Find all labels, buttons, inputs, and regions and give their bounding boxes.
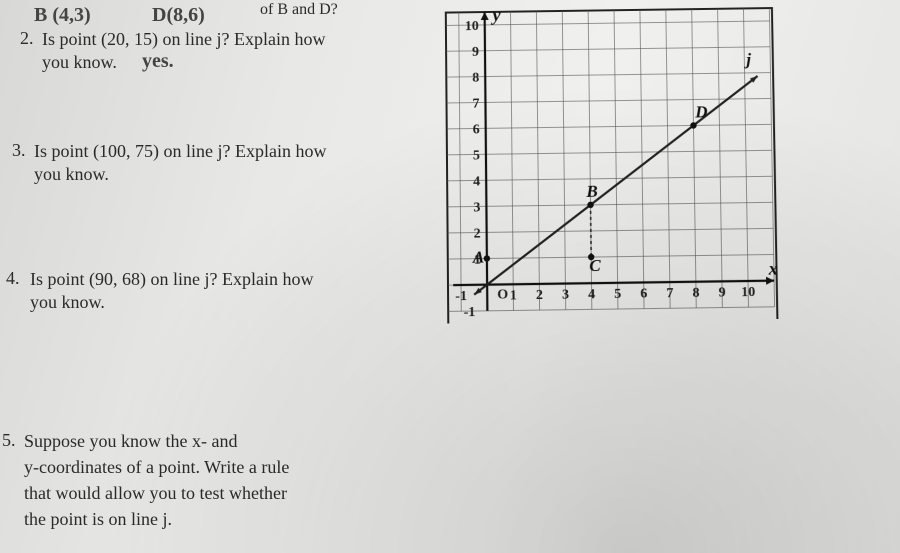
- svg-text:-1: -1: [464, 305, 476, 320]
- svg-text:x: x: [768, 258, 778, 278]
- svg-text:10: 10: [741, 285, 755, 300]
- handwritten-B: B (4,3): [34, 4, 91, 27]
- q5-line3: that would allow you to test whether: [24, 482, 287, 505]
- q5-line4: the point is on line j.: [24, 508, 172, 531]
- svg-text:4: 4: [588, 287, 595, 302]
- svg-text:D: D: [694, 102, 708, 121]
- svg-text:3: 3: [562, 288, 569, 303]
- svg-text:9: 9: [719, 285, 726, 300]
- svg-text:y: y: [491, 5, 502, 25]
- svg-text:-1: -1: [455, 289, 467, 304]
- handwritten-D: D(8,6): [152, 4, 205, 27]
- svg-text:1: 1: [510, 288, 517, 303]
- svg-text:8: 8: [472, 71, 479, 86]
- svg-text:C: C: [589, 256, 601, 275]
- svg-text:5: 5: [473, 148, 480, 163]
- q4-num: 4.: [6, 268, 20, 289]
- svg-text:6: 6: [473, 122, 480, 137]
- coordinate-graph: -112345678910-112345678910OyxABCDj: [429, 0, 873, 324]
- svg-text:2: 2: [474, 226, 481, 241]
- svg-text:2: 2: [536, 288, 543, 303]
- svg-text:3: 3: [473, 200, 480, 215]
- q4-line2: you know.: [30, 292, 105, 313]
- svg-text:7: 7: [472, 97, 479, 112]
- svg-text:10: 10: [465, 19, 479, 34]
- svg-text:9: 9: [472, 45, 479, 60]
- svg-text:4: 4: [473, 174, 480, 189]
- q3-line2: you know.: [34, 164, 109, 185]
- q2-line1: Is point (20, 15) on line j? Explain how: [42, 28, 325, 51]
- q5-line1: Suppose you know the x- and: [24, 430, 237, 453]
- q2-line2: you know.: [42, 52, 117, 73]
- q5-num: 5.: [2, 430, 16, 451]
- svg-text:A: A: [472, 247, 485, 266]
- svg-text:5: 5: [614, 287, 621, 302]
- svg-text:B: B: [585, 182, 598, 201]
- svg-text:8: 8: [692, 286, 699, 301]
- q2-handwritten-answer: yes.: [142, 50, 174, 73]
- q3-num: 3.: [12, 140, 26, 161]
- svg-text:7: 7: [666, 286, 673, 301]
- q4-line1: Is point (90, 68) on line j? Explain how: [30, 268, 313, 291]
- svg-text:O: O: [497, 287, 508, 302]
- header-fragment: of B and D?: [260, 0, 338, 20]
- q2-num: 2.: [20, 28, 34, 49]
- q3-line1: Is point (100, 75) on line j? Explain ho…: [34, 140, 326, 163]
- svg-text:6: 6: [640, 286, 647, 301]
- q5-line2: y-coordinates of a point. Write a rule: [24, 456, 289, 479]
